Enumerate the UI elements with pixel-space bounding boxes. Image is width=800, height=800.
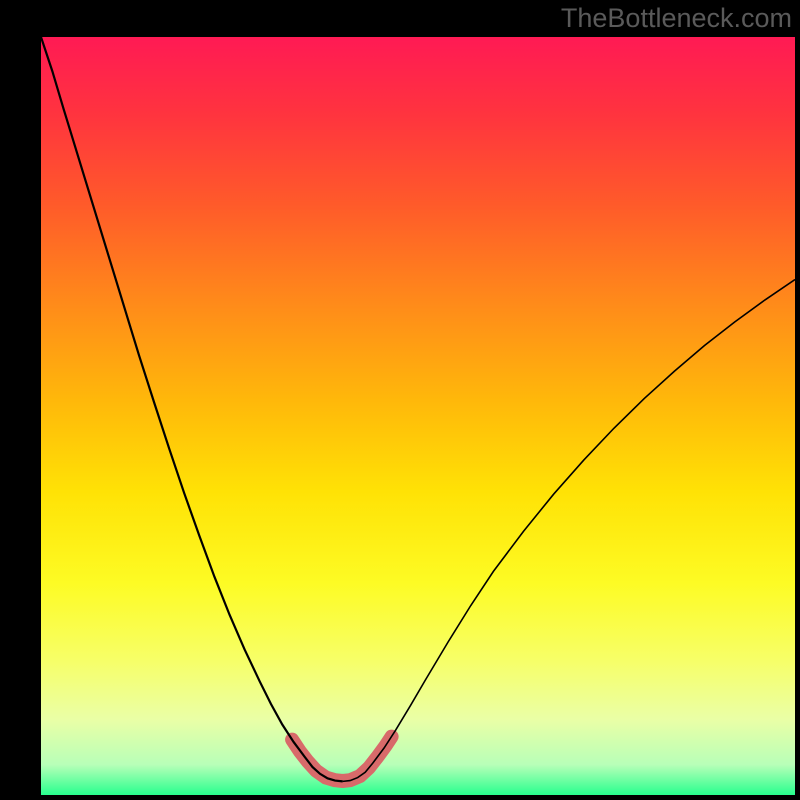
chart-svg [0,0,800,800]
watermark-text: TheBottleneck.com [561,3,792,34]
gradient-background [41,37,795,795]
